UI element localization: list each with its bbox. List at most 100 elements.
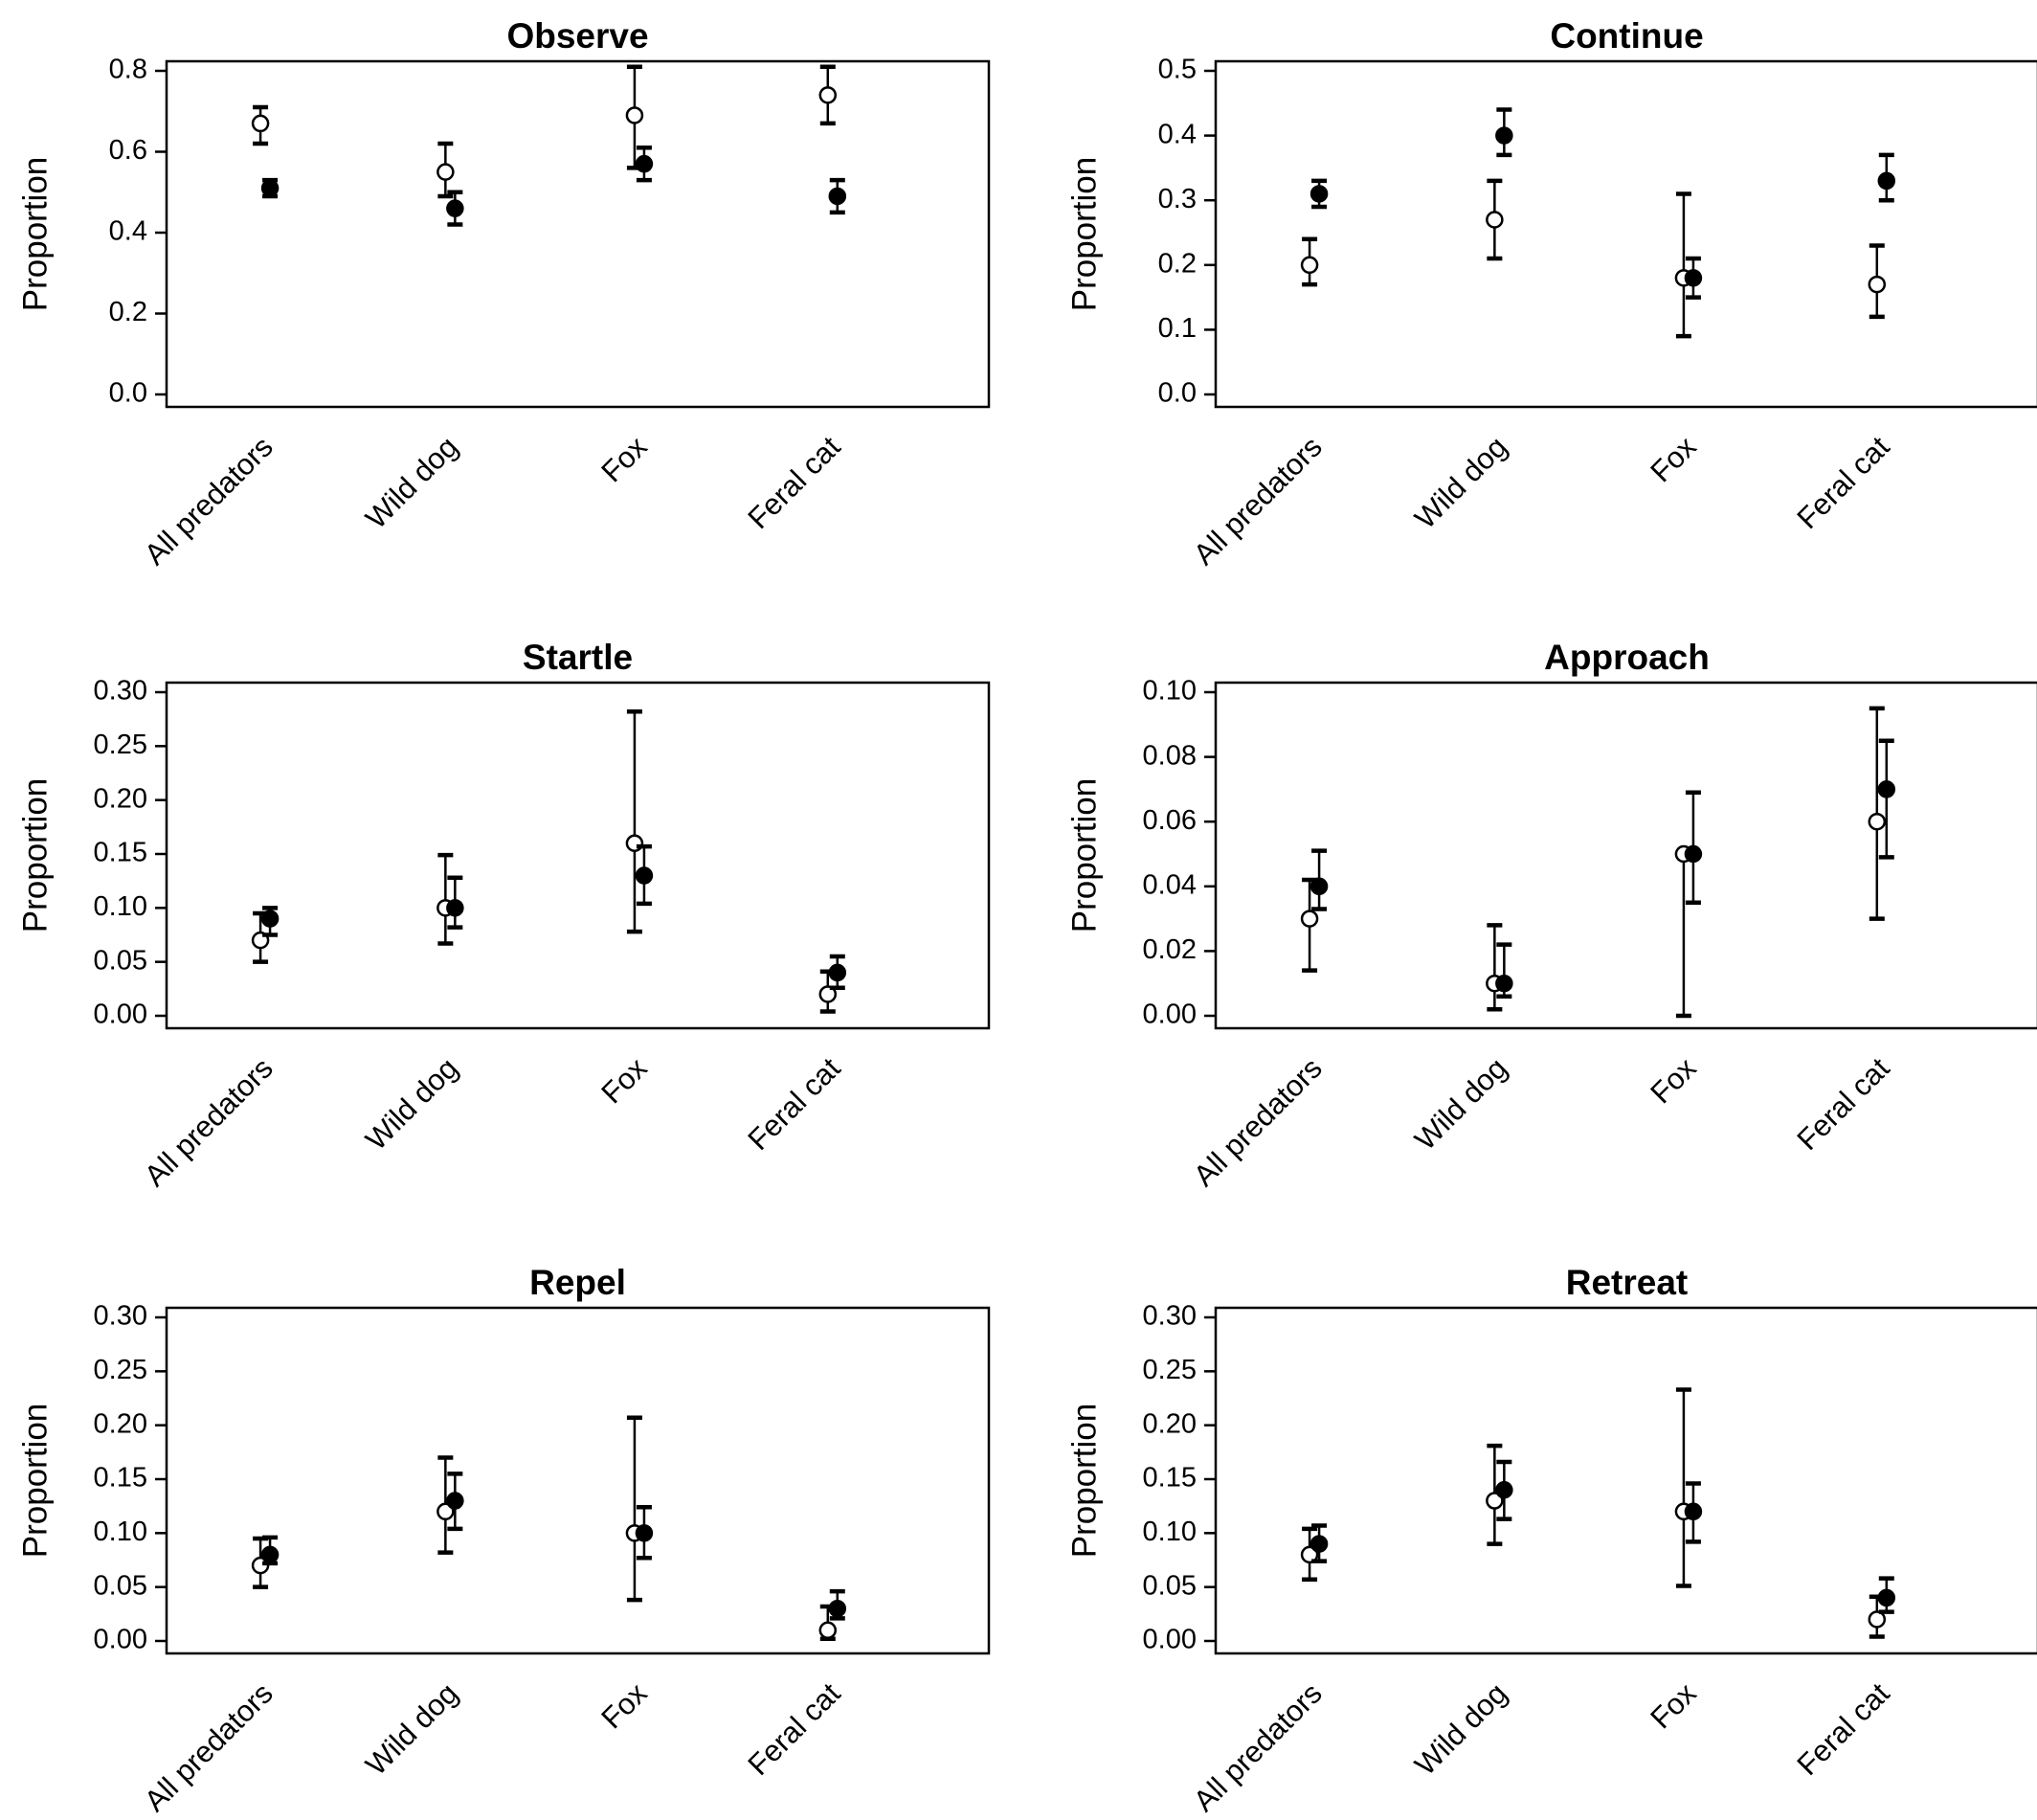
y-tick-label: 0.5 (1158, 55, 1197, 85)
point-filled-wild-dog (446, 899, 464, 917)
panel-continue: Continue Proportion 0.0 0.1 0.2 0.3 0.4 0.5 All … (1065, 16, 2037, 572)
panel-title: Observe (506, 16, 648, 56)
y-tick-label: 0.6 (109, 135, 147, 166)
point-filled-all-predators (260, 1545, 280, 1564)
y-tick-label: 0.25 (1143, 1355, 1197, 1385)
x-tick-label-fox: Fox (1644, 430, 1703, 489)
y-tick-label: 0.04 (1143, 869, 1197, 900)
point-filled-feral-cat (828, 1599, 847, 1618)
panel-title: Approach (1544, 638, 1710, 677)
x-tick-label-feral-cat: Feral cat (1790, 1051, 1895, 1157)
panel-retreat: Retreat Proportion 0.00 0.05 0.10 0.15 0.20 0.2… (1065, 1263, 2037, 1818)
point-open-all-predators (1300, 256, 1319, 275)
y-tick-label: 0.10 (1143, 676, 1197, 707)
point-open-wild-dog (1486, 1492, 1504, 1510)
x-tick-label-feral-cat: Feral cat (1790, 430, 1895, 535)
y-axis-label: Proportion (1065, 157, 1103, 311)
x-tick-label-feral-cat: Feral cat (741, 430, 846, 535)
y-tick-label: 0.25 (94, 1355, 147, 1385)
panel-title: Retreat (1566, 1263, 1689, 1302)
x-tick-label-wild-dog: Wild dog (1408, 1676, 1513, 1782)
x-tick-label-fox: Fox (1644, 1676, 1703, 1736)
y-tick-label: 0.05 (1143, 1570, 1197, 1601)
point-open-feral-cat (1868, 812, 1887, 831)
x-tick-label-wild-dog: Wild dog (359, 1676, 464, 1782)
x-tick-label-all-predators: All predators (138, 1676, 280, 1818)
point-filled-feral-cat (1877, 171, 1896, 191)
x-tick-label-feral-cat: Feral cat (741, 1051, 846, 1157)
point-filled-all-predators (260, 910, 280, 928)
y-axis-label: Proportion (1065, 778, 1103, 932)
point-filled-fox (635, 866, 654, 885)
point-filled-all-predators (1310, 877, 1329, 896)
y-tick-label: 0.00 (1143, 1000, 1197, 1030)
y-tick-label: 0.06 (1143, 805, 1197, 836)
y-tick-label: 0.4 (109, 216, 147, 247)
x-tick-label-all-predators: All predators (138, 430, 280, 572)
y-tick-label: 0.15 (94, 838, 147, 868)
point-open-wild-dog (436, 163, 455, 181)
point-filled-feral-cat (828, 187, 847, 206)
plot-frame (1214, 59, 2037, 409)
point-open-feral-cat (818, 86, 838, 104)
point-open-feral-cat (818, 1621, 838, 1639)
x-tick-label-fox: Fox (594, 430, 654, 489)
panel-observe: Observe Proportion 0.0 0.2 0.4 0.6 0.8 All pred… (16, 16, 991, 572)
y-tick-label: 0.3 (1158, 184, 1197, 214)
y-tick-label: 0.10 (94, 891, 147, 922)
panel-repel: Repel Proportion 0.00 0.05 0.10 0.15 0.20 0.25 0… (16, 1263, 991, 1818)
panel-title: Startle (523, 638, 633, 677)
point-filled-all-predators (1310, 1535, 1329, 1553)
y-axis-label: Proportion (16, 1404, 54, 1558)
point-filled-all-predators (260, 179, 280, 197)
x-tick-label-wild-dog: Wild dog (359, 430, 464, 535)
x-tick-label-feral-cat: Feral cat (1790, 1676, 1895, 1782)
point-open-all-predators (1300, 1545, 1319, 1564)
point-open-wild-dog (1486, 211, 1504, 229)
panel-approach: Approach Proportion 0.00 0.02 0.04 0.06 0.08 0.… (1065, 638, 2037, 1193)
point-open-feral-cat (818, 985, 838, 1003)
point-open-all-predators (251, 114, 270, 133)
x-tick-label-all-predators: All predators (138, 1051, 280, 1193)
plot-frame (165, 681, 991, 1030)
y-tick-label: 0.10 (94, 1517, 147, 1547)
point-filled-wild-dog (1495, 1481, 1513, 1499)
x-tick-label-wild-dog: Wild dog (1408, 1051, 1513, 1157)
y-tick-label: 0.30 (1143, 1301, 1197, 1332)
y-tick-label: 0.30 (94, 1301, 147, 1332)
plot-frame (1214, 681, 2037, 1030)
y-tick-label: 0.25 (94, 730, 147, 760)
point-filled-feral-cat (1877, 1588, 1896, 1607)
y-tick-label: 0.2 (109, 297, 147, 327)
y-tick-label: 0.0 (109, 378, 147, 409)
y-tick-label: 0.00 (94, 1000, 147, 1030)
panel-startle: Startle Proportion 0.00 0.05 0.10 0.15 0.20 0.2… (16, 638, 991, 1193)
point-filled-feral-cat (1877, 780, 1896, 798)
point-filled-wild-dog (1495, 974, 1513, 993)
point-filled-fox (1684, 844, 1703, 864)
x-tick-label-feral-cat: Feral cat (741, 1676, 846, 1782)
y-tick-label: 0.8 (109, 55, 147, 85)
y-tick-label: 0.02 (1143, 934, 1197, 965)
y-axis-label: Proportion (16, 778, 54, 932)
point-filled-all-predators (1310, 185, 1329, 203)
x-tick-label-fox: Fox (594, 1676, 654, 1736)
x-tick-label-all-predators: All predators (1187, 1676, 1329, 1818)
point-filled-fox (1684, 269, 1703, 287)
point-filled-wild-dog (446, 1492, 464, 1510)
x-tick-label-wild-dog: Wild dog (359, 1051, 464, 1157)
point-open-wild-dog (436, 1502, 455, 1521)
y-tick-label: 0.08 (1143, 740, 1197, 771)
point-open-all-predators (1300, 910, 1319, 928)
point-filled-fox (635, 154, 654, 173)
y-tick-label: 0.20 (1143, 1408, 1197, 1439)
y-axis-label: Proportion (1065, 1404, 1103, 1558)
y-tick-label: 0.15 (94, 1463, 147, 1494)
plot-frame (165, 1306, 991, 1655)
y-tick-label: 0.0 (1158, 378, 1197, 409)
point-filled-fox (1684, 1502, 1703, 1521)
plot-frame (165, 59, 991, 409)
x-tick-label-fox: Fox (1644, 1051, 1703, 1111)
point-filled-fox (635, 1524, 654, 1542)
